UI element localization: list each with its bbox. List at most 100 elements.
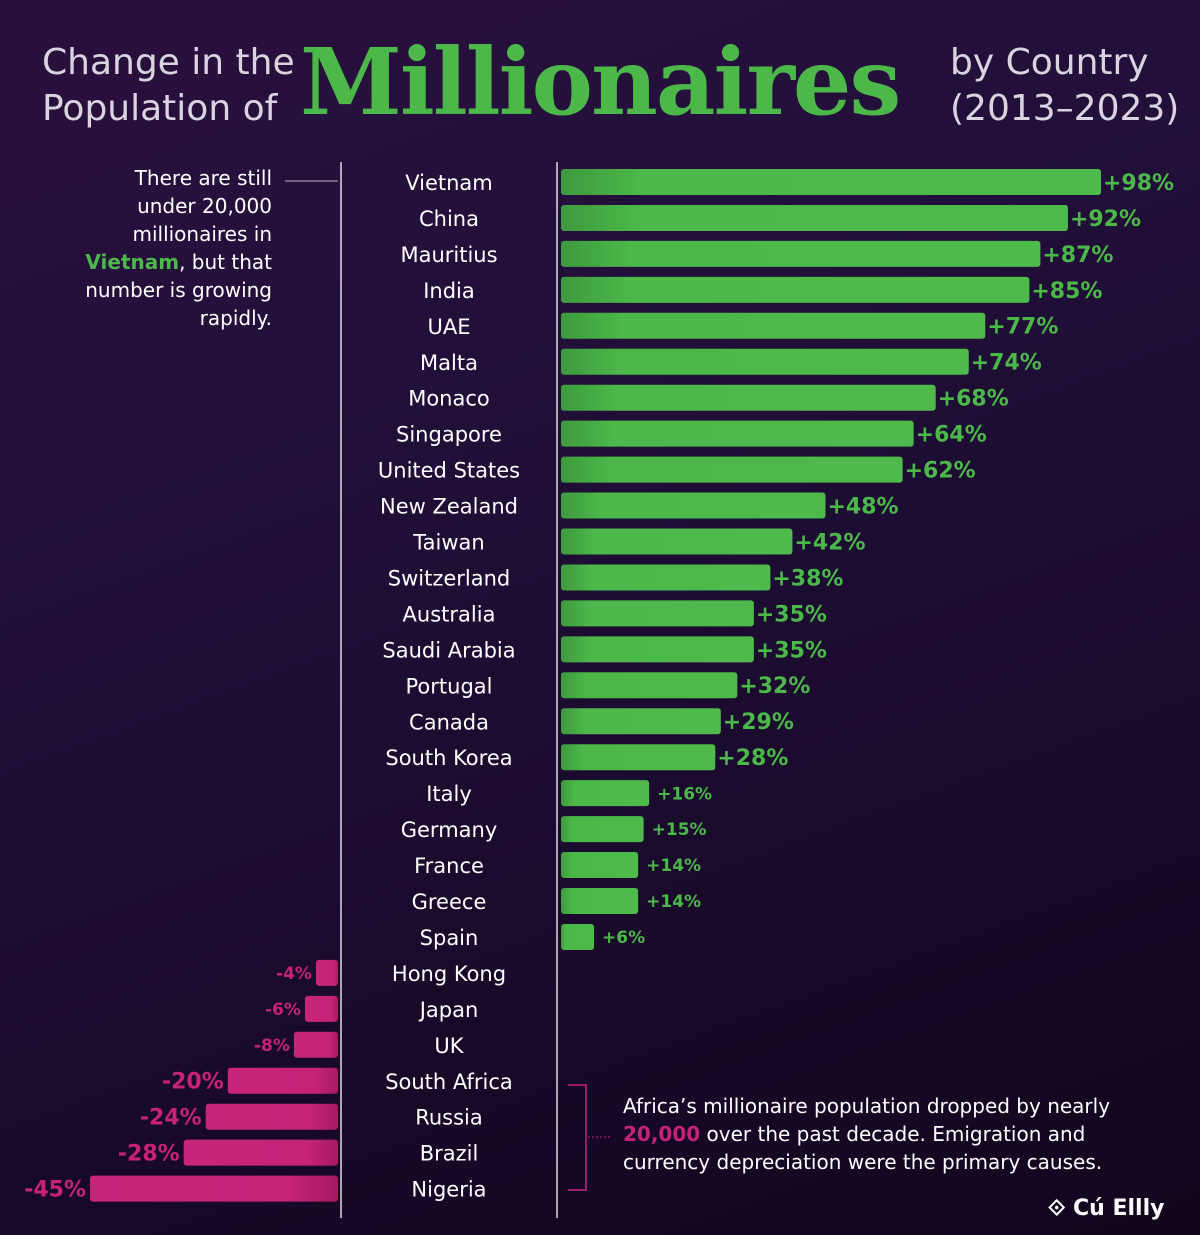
annotation-africa-highlight: 20,000 xyxy=(623,1122,701,1146)
bar-india xyxy=(561,276,1030,303)
annotation-vietnam-text-2: , but that number is growing rapidly. xyxy=(85,250,272,330)
country-label-brazil: Brazil xyxy=(420,1142,479,1166)
bar-nigeria xyxy=(90,1175,338,1202)
value-label-south-africa: -20% xyxy=(162,1070,224,1095)
bar-germany xyxy=(561,816,644,843)
value-label-canada: +29% xyxy=(723,710,794,735)
bar-south-korea xyxy=(561,744,716,771)
country-label-taiwan: Taiwan xyxy=(412,531,484,555)
bar-canada xyxy=(561,708,721,735)
country-label-monaco: Monaco xyxy=(408,387,490,411)
country-label-vietnam: Vietnam xyxy=(405,171,493,195)
value-label-russia: -24% xyxy=(140,1106,202,1131)
country-label-uk: UK xyxy=(434,1034,464,1058)
bar-china xyxy=(561,204,1068,231)
value-label-greece: +14% xyxy=(646,892,701,912)
chart-title: Millionaires xyxy=(300,28,901,136)
country-label-spain: Spain xyxy=(420,926,479,950)
annotation-vietnam: There are still under 20,000 millionaire… xyxy=(70,164,272,332)
country-label-nigeria: Nigeria xyxy=(411,1178,486,1202)
bar-australia xyxy=(561,600,754,627)
bar-spain xyxy=(561,923,595,950)
country-label-uae: UAE xyxy=(427,315,470,339)
country-label-hong-kong: Hong Kong xyxy=(392,962,506,986)
bar-france xyxy=(561,852,639,879)
value-label-australia: +35% xyxy=(756,602,827,627)
title-left-line1: Change in the xyxy=(42,42,295,83)
country-label-saudi-arabia: Saudi Arabia xyxy=(382,638,515,662)
bar-japan xyxy=(304,995,338,1022)
country-label-canada: Canada xyxy=(409,710,489,734)
country-label-india: India xyxy=(423,279,475,303)
value-label-china: +92% xyxy=(1070,207,1141,232)
value-label-nigeria: -45% xyxy=(24,1178,86,1203)
country-label-greece: Greece xyxy=(412,890,487,914)
annotation-africa-text-2: over the past decade. Emigration and cur… xyxy=(623,1122,1103,1174)
value-label-hong-kong: -4% xyxy=(276,964,312,984)
value-label-taiwan: +42% xyxy=(794,530,865,555)
value-label-france: +14% xyxy=(646,856,701,876)
country-label-south-africa: South Africa xyxy=(385,1070,513,1094)
country-label-germany: Germany xyxy=(401,818,498,842)
value-label-spain: +6% xyxy=(602,928,645,948)
value-label-vietnam: +98% xyxy=(1103,171,1174,196)
country-label-russia: Russia xyxy=(415,1106,483,1130)
value-label-brazil: -28% xyxy=(118,1142,180,1167)
value-label-monaco: +68% xyxy=(938,387,1009,412)
value-labels: +98% +92% +87% +85% +77% +74% +68% +64% +62% +48%… xyxy=(24,171,1174,1203)
value-label-new-zealand: +48% xyxy=(827,494,898,519)
bar-vietnam xyxy=(561,169,1101,195)
value-label-uae: +77% xyxy=(987,315,1058,340)
bar-mauritius xyxy=(561,240,1041,267)
bar-portugal xyxy=(561,672,738,699)
bars xyxy=(90,169,1101,1202)
bar-greece xyxy=(561,888,639,914)
country-labels: Vietnam China Mauritius India UAE Malta Monaco… xyxy=(378,171,520,1202)
title-left-line2: Population of xyxy=(42,88,278,129)
bar-italy xyxy=(561,780,650,807)
country-label-united-states: United States xyxy=(378,459,520,483)
bar-south-africa xyxy=(227,1067,338,1094)
value-label-singapore: +64% xyxy=(916,423,987,448)
annotation-vietnam-text-1: There are still under 20,000 millionaire… xyxy=(132,166,272,246)
value-label-india: +85% xyxy=(1031,279,1102,304)
title-right: by Country (2013–2023) xyxy=(950,40,1180,132)
bar-singapore xyxy=(561,420,914,447)
bar-uae xyxy=(561,312,986,339)
bar-united-states xyxy=(561,456,903,483)
watermark: ⟐ Cú Ellly xyxy=(1048,1196,1165,1221)
value-label-united-states: +62% xyxy=(905,459,976,484)
value-label-uk: -8% xyxy=(254,1036,290,1056)
title-left: Change in the Population of xyxy=(42,40,302,132)
value-label-saudi-arabia: +35% xyxy=(756,638,827,663)
country-label-switzerland: Switzerland xyxy=(388,566,511,590)
country-label-japan: Japan xyxy=(418,998,479,1022)
bar-saudi-arabia xyxy=(561,636,754,663)
country-label-malta: Malta xyxy=(420,351,478,375)
country-label-italy: Italy xyxy=(426,782,472,806)
country-label-singapore: Singapore xyxy=(396,423,502,447)
bar-uk xyxy=(293,1031,338,1058)
value-label-portugal: +32% xyxy=(739,674,810,699)
bar-new-zealand xyxy=(561,492,826,519)
title-right-line2: (2013–2023) xyxy=(950,88,1180,129)
bar-hong-kong xyxy=(315,959,338,986)
country-label-south-korea: South Korea xyxy=(385,746,512,770)
value-label-germany: +15% xyxy=(652,820,707,840)
annotation-vietnam-highlight: Vietnam xyxy=(85,250,180,274)
value-label-malta: +74% xyxy=(971,351,1042,376)
country-label-china: China xyxy=(419,207,479,231)
bar-malta xyxy=(561,348,969,375)
bar-monaco xyxy=(561,384,936,411)
bar-brazil xyxy=(183,1139,338,1166)
country-label-france: France xyxy=(414,854,484,878)
country-label-australia: Australia xyxy=(403,602,496,626)
title-right-line1: by Country xyxy=(950,42,1149,83)
value-label-mauritius: +87% xyxy=(1042,243,1113,268)
value-label-japan: -6% xyxy=(265,1000,301,1020)
country-label-new-zealand: New Zealand xyxy=(380,495,518,519)
value-label-south-korea: +28% xyxy=(717,746,788,771)
country-label-mauritius: Mauritius xyxy=(400,243,497,267)
value-label-italy: +16% xyxy=(657,784,712,804)
bar-switzerland xyxy=(561,564,771,591)
